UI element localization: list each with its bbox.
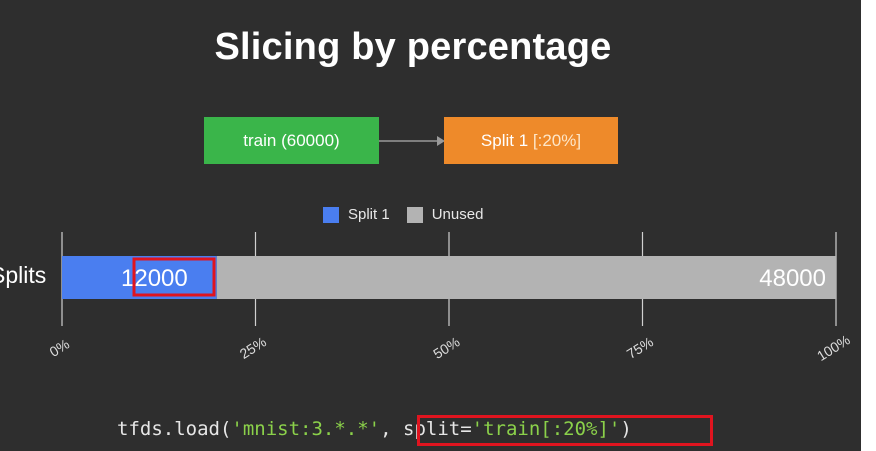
code-dataset: 'mnist:3.*.*'	[231, 418, 380, 440]
code-prefix: tfds.load(	[117, 418, 231, 440]
code-highlight-box	[417, 415, 713, 446]
bar-segment-unused	[217, 256, 836, 299]
split-chart: 12000 48000 0% 25% 50% 75% 100%	[0, 0, 861, 400]
code-sep: ,	[380, 418, 403, 440]
tick-label-2: 50%	[430, 334, 462, 362]
tick-label-0: 0%	[47, 336, 73, 360]
tick-label-4: 100%	[814, 331, 853, 364]
bar-label-unused: 48000	[759, 265, 826, 292]
tick-label-1: 25%	[237, 334, 269, 362]
bar-label-split-1: 12000	[121, 265, 188, 292]
tick-label-3: 75%	[624, 334, 656, 362]
